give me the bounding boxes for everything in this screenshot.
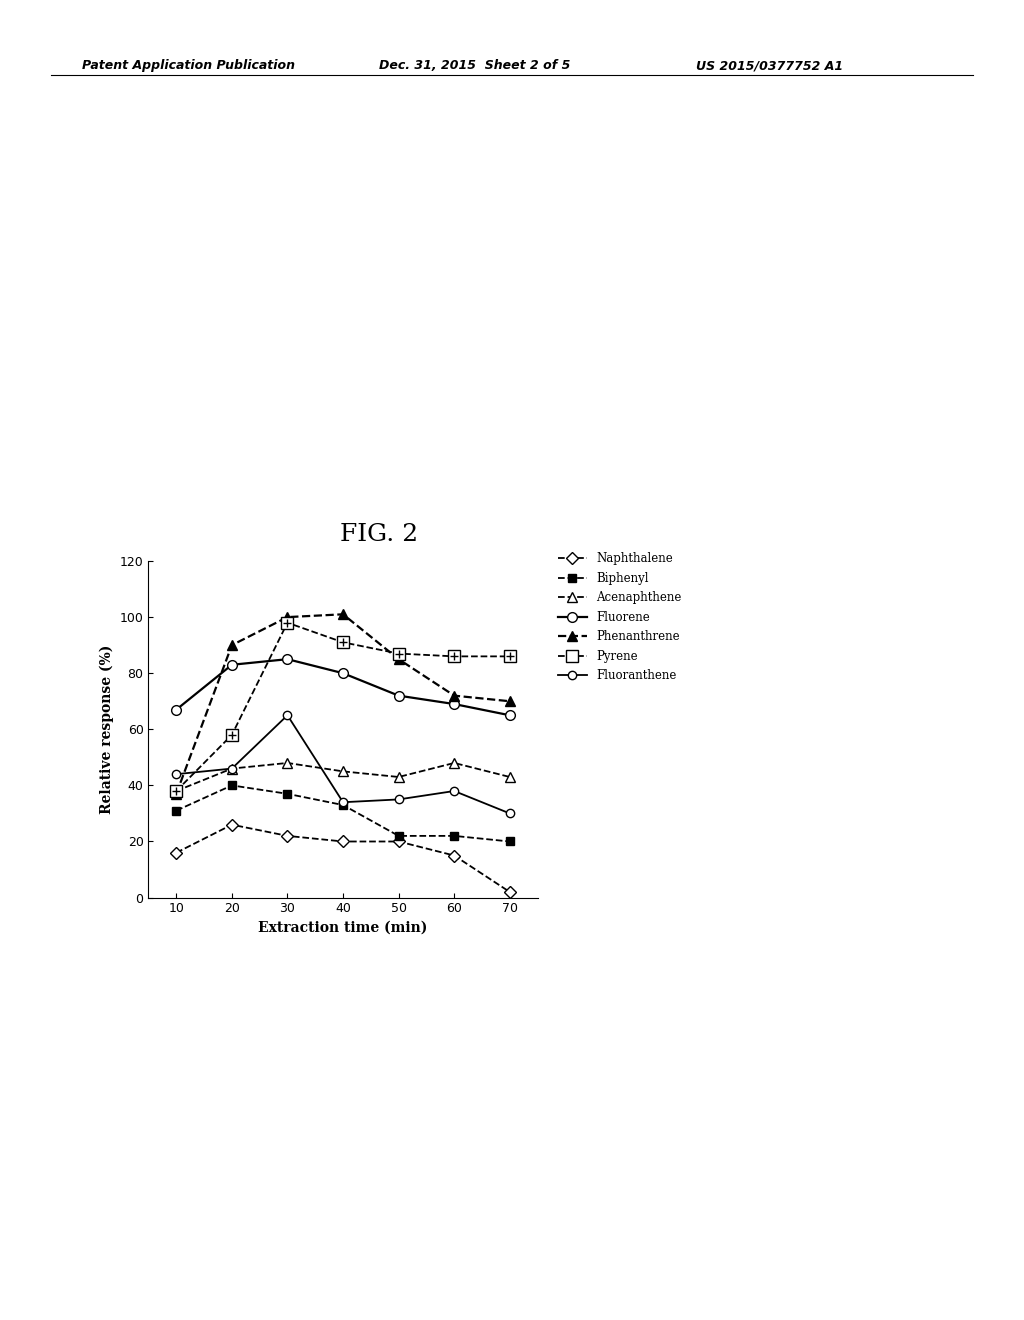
Line: Pyrene: Pyrene bbox=[171, 618, 515, 796]
Acenaphthene bbox=[170, 783, 182, 799]
Line: Fluorene: Fluorene bbox=[171, 655, 515, 721]
Fluoranthene bbox=[282, 708, 294, 723]
Line: Naphthalene: Naphthalene bbox=[172, 821, 514, 896]
Acenaphthene bbox=[225, 760, 238, 776]
Naphthalene bbox=[170, 845, 182, 861]
Naphthalene bbox=[504, 884, 516, 900]
Fluoranthene bbox=[225, 760, 238, 776]
Fluoranthene bbox=[337, 795, 349, 810]
Line: Biphenyl: Biphenyl bbox=[172, 781, 514, 846]
Fluorene bbox=[337, 665, 349, 681]
Biphenyl bbox=[337, 797, 349, 813]
Fluoranthene bbox=[504, 805, 516, 821]
Acenaphthene bbox=[449, 755, 461, 771]
Pyrene bbox=[337, 635, 349, 651]
Text: US 2015/0377752 A1: US 2015/0377752 A1 bbox=[696, 59, 844, 73]
Pyrene bbox=[504, 648, 516, 664]
Fluoranthene bbox=[392, 792, 404, 808]
Line: Phenanthrene: Phenanthrene bbox=[171, 610, 515, 799]
Phenanthrene bbox=[225, 638, 238, 653]
Pyrene bbox=[282, 615, 294, 631]
Pyrene bbox=[225, 727, 238, 743]
Text: FIG. 2: FIG. 2 bbox=[340, 523, 418, 546]
Fluorene bbox=[225, 657, 238, 673]
Line: Acenaphthene: Acenaphthene bbox=[171, 758, 515, 796]
Text: Patent Application Publication: Patent Application Publication bbox=[82, 59, 295, 73]
Biphenyl bbox=[282, 785, 294, 801]
Pyrene bbox=[170, 783, 182, 799]
Legend: Naphthalene, Biphenyl, Acenaphthene, Fluorene, Phenanthrene, Pyrene, Fluoranthen: Naphthalene, Biphenyl, Acenaphthene, Flu… bbox=[555, 550, 684, 685]
Fluorene bbox=[170, 702, 182, 718]
Biphenyl bbox=[170, 803, 182, 818]
Acenaphthene bbox=[504, 770, 516, 785]
Naphthalene bbox=[337, 834, 349, 850]
Biphenyl bbox=[449, 828, 461, 843]
Biphenyl bbox=[392, 828, 404, 843]
Fluorene bbox=[282, 651, 294, 667]
Biphenyl bbox=[225, 777, 238, 793]
Y-axis label: Relative response (%): Relative response (%) bbox=[99, 644, 115, 814]
Pyrene bbox=[392, 645, 404, 661]
Acenaphthene bbox=[392, 770, 404, 785]
Text: Dec. 31, 2015  Sheet 2 of 5: Dec. 31, 2015 Sheet 2 of 5 bbox=[379, 59, 570, 73]
Acenaphthene bbox=[337, 763, 349, 779]
Phenanthrene bbox=[449, 688, 461, 704]
Naphthalene bbox=[449, 847, 461, 863]
Fluorene bbox=[504, 708, 516, 723]
Fluorene bbox=[392, 688, 404, 704]
Biphenyl bbox=[504, 834, 516, 850]
Phenanthrene bbox=[337, 606, 349, 622]
Phenanthrene bbox=[282, 610, 294, 626]
Line: Fluoranthene: Fluoranthene bbox=[172, 711, 514, 817]
Naphthalene bbox=[392, 834, 404, 850]
X-axis label: Extraction time (min): Extraction time (min) bbox=[258, 921, 428, 935]
Phenanthrene bbox=[392, 651, 404, 667]
Fluoranthene bbox=[170, 766, 182, 781]
Naphthalene bbox=[282, 828, 294, 843]
Phenanthrene bbox=[504, 693, 516, 709]
Fluorene bbox=[449, 696, 461, 711]
Fluoranthene bbox=[449, 783, 461, 799]
Phenanthrene bbox=[170, 785, 182, 801]
Pyrene bbox=[449, 648, 461, 664]
Acenaphthene bbox=[282, 755, 294, 771]
Naphthalene bbox=[225, 817, 238, 833]
